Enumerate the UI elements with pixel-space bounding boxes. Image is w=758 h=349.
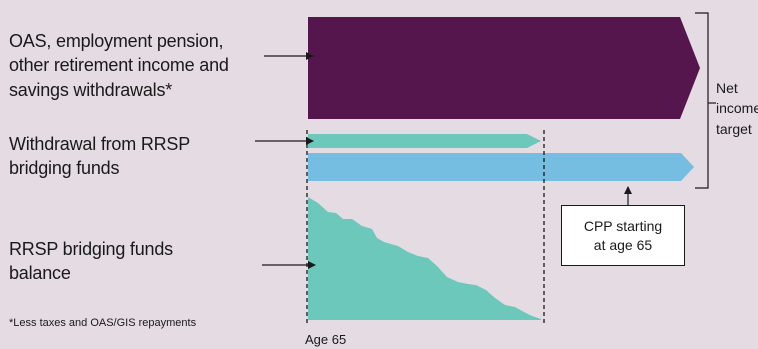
rrsp-withdrawal-label: Withdrawal from RRSP bridging funds bbox=[9, 132, 190, 181]
income-sources-line-1: OAS, employment pension, bbox=[9, 31, 224, 51]
rrsp-balance-line-1: RRSP bridging funds bbox=[9, 239, 173, 259]
rrsp-balance-area bbox=[308, 197, 541, 320]
rrsp-balance-line-2: balance bbox=[9, 263, 71, 284]
net-income-line-3: target bbox=[716, 120, 752, 137]
income-sources-line-2: other retirement income and bbox=[9, 55, 229, 76]
income-sources-line-3: savings withdrawals* bbox=[9, 79, 173, 100]
net-income-line-1: Net bbox=[716, 80, 738, 96]
rrsp-balance-label: RRSP bridging funds balance bbox=[9, 237, 173, 286]
footnote: *Less taxes and OAS/GIS repayments bbox=[9, 317, 197, 329]
income-band bbox=[308, 17, 700, 119]
cpp-callout-box: CPP starting at age 65 bbox=[561, 205, 685, 266]
net-income-label: Net income target bbox=[716, 78, 758, 139]
cpp-callout-line-1: CPP starting bbox=[583, 217, 663, 234]
net-income-line-2: income bbox=[716, 100, 758, 117]
net-income-bracket bbox=[695, 12, 709, 189]
rrsp-withdrawal-bar bbox=[308, 134, 541, 148]
age-65-label: Age 65 bbox=[305, 332, 347, 347]
income-sources-label: OAS, employment pension, other retiremen… bbox=[9, 29, 229, 102]
rrsp-withdrawal-line-1: Withdrawal from RRSP bbox=[9, 134, 191, 154]
cpp-bar bbox=[308, 153, 694, 181]
rrsp-withdrawal-line-2: bridging funds bbox=[9, 158, 120, 179]
cpp-callout-line-2: at age 65 bbox=[593, 236, 653, 253]
